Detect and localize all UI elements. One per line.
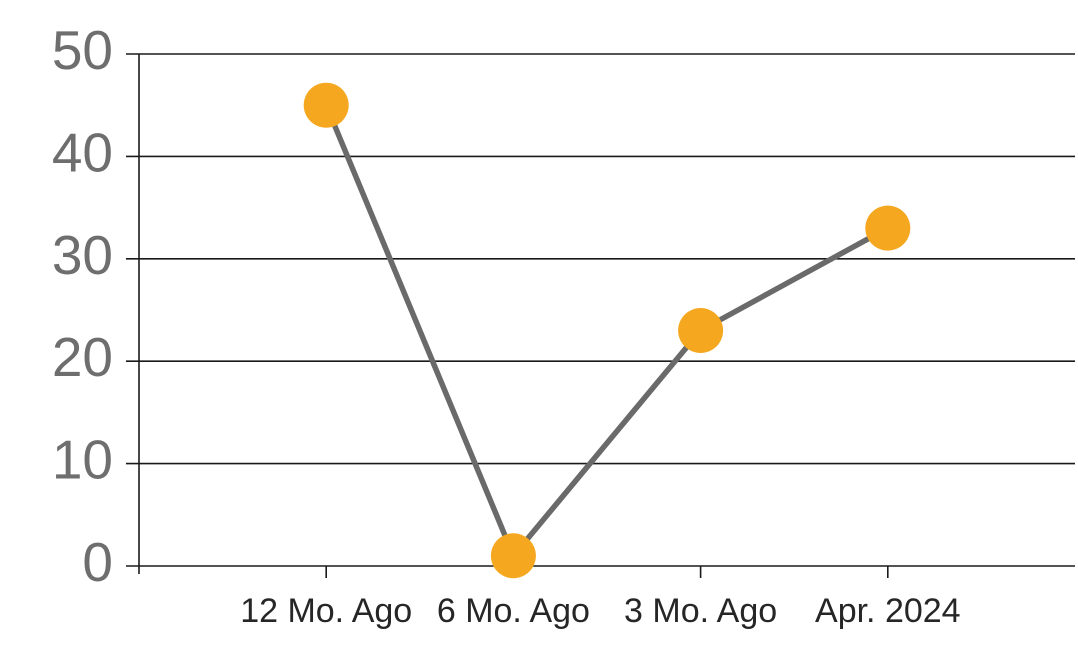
y-tick-label: 50 bbox=[52, 19, 113, 81]
x-tick-label: 6 Mo. Ago bbox=[437, 592, 590, 630]
data-point-marker bbox=[490, 533, 536, 579]
axes-group bbox=[138, 54, 889, 578]
data-line bbox=[323, 102, 891, 559]
x-tick-label: Apr. 2024 bbox=[815, 592, 961, 630]
y-tick-label: 10 bbox=[52, 429, 113, 491]
y-tick-label: 30 bbox=[52, 224, 113, 286]
data-point-marker bbox=[303, 82, 349, 128]
gridlines-group bbox=[126, 53, 1075, 567]
x-tick-label: 12 Mo. Ago bbox=[240, 592, 412, 630]
x-tick-label: 3 Mo. Ago bbox=[624, 592, 777, 630]
data-point-marker bbox=[865, 205, 911, 251]
y-tick-label: 0 bbox=[82, 531, 113, 593]
axis-labels-group: 0 10 20 30 40 50 12 Mo. Ago 6 Mo. Ago 3 Mo. Ago A… bbox=[52, 19, 961, 630]
y-tick-label: 20 bbox=[52, 326, 113, 388]
data-point-marker bbox=[678, 307, 724, 353]
data-series-group bbox=[303, 82, 911, 579]
y-tick-label: 40 bbox=[52, 121, 113, 183]
